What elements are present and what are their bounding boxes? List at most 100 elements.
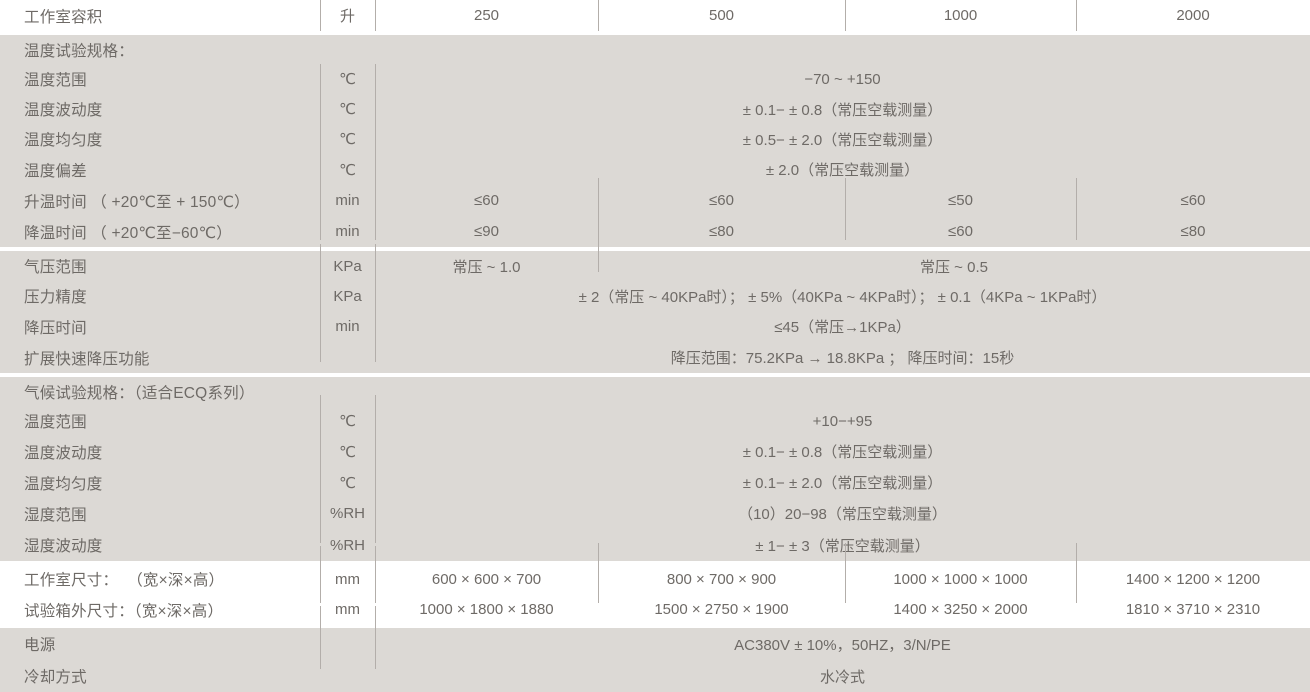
row-value-500: ≤60 [709,192,734,209]
table-row: 降温时间 （ +20℃至−60℃） min ≤90 ≤80 ≤60 ≤80 [0,216,1310,247]
row-value-500: ≤80 [709,223,734,240]
row-values: ± 2.0（常压空载测量） [375,154,1310,185]
row-label: 温度均匀度 [24,475,103,493]
row-unit: min [335,223,360,240]
table-row: 压力精度 KPa ± 2（常压 ~ 40KPa时）； ± 5%（40KPa ~ … [0,281,1310,311]
row-value-1000: 1000 × 1000 × 1000 [893,570,1028,588]
spacer-data [375,377,1310,406]
table-row: 温度波动度 ℃ ± 0.1− ± 0.8（常压空载测量） [0,436,1310,467]
row-value-250: ≤90 [474,223,499,240]
row-label: 工作室尺寸： （宽×深×高） [24,572,225,589]
table-row: 扩展快速降压功能 降压范围：75.2KPa → 18.8KPa ； 降压时间：1… [0,342,1310,373]
section-heading-temperature: 温度试验规格： [24,42,134,60]
spacer-data [375,35,1310,64]
row-unit: mm [335,601,360,618]
section-separator [0,373,1310,377]
row-values: ± 2（常压 ~ 40KPa时）； ± 5%（40KPa ~ 4KPa时）； ±… [375,281,1310,311]
row-label: 气压范围 [24,259,87,276]
capacity-250: 250 [473,7,500,24]
header-label-cell: 工作室容积 [24,8,103,26]
row-label: 温度波动度 [24,102,103,119]
row-value-1000: 1400 × 3250 × 2000 [893,601,1028,618]
row-values: −70 ~ +150 [375,64,1310,94]
row-value-merged: ± 0.1− ± 2.0（常压空载测量） [742,475,943,492]
row-values: 600 × 600 × 700 800 × 700 × 900 1000 × 1… [375,564,1310,594]
row-value-2000: ≤60 [1180,192,1206,209]
row-values: 常压 ~ 1.0 常压 ~ 0.5 [375,251,1310,281]
row-value-merged: ± 0.1− ± 0.8（常压空载测量） [742,101,943,119]
row-label: 电源 [24,637,56,654]
table-header-row: 工作室容积 升 250 500 1000 2000 [0,0,1310,31]
section-separator [0,31,1310,35]
row-value-merged: 降压范围：75.2KPa → 18.8KPa ； 降压时间：15秒 [670,350,1015,367]
row-value-1000: ≤50 [948,192,973,209]
table-row: 湿度波动度 %RH ± 1− ± 3（常压空载测量） [0,529,1310,561]
row-label: 降温时间 （ +20℃至−60℃） [24,224,232,242]
row-values: ≤60 ≤60 ≤50 ≤60 [375,185,1310,216]
row-value-merged: （10）20−98（常压空载测量） [738,506,947,523]
row-value-merged-rest: 常压 ~ 0.5 [920,258,988,276]
table-row: 温度范围 ℃ −70 ~ +150 [0,64,1310,94]
row-value-500: 800 × 700 × 900 [666,570,777,588]
row-label: 试验箱外尺寸：（宽×深×高） [24,602,224,620]
table-row: 温度波动度 ℃ ± 0.1− ± 0.8（常压空载测量） [0,94,1310,124]
table-row: 电源 AC380V ± 10%，50HZ，3/N/PE [0,628,1310,660]
row-unit: min [335,318,360,335]
row-label: 降压时间 [24,319,87,337]
row-unit: ℃ [339,101,356,118]
row-unit: %RH [329,505,365,522]
row-value-merged: ± 0.1− ± 0.8（常压空载测量） [742,444,943,461]
row-values: ± 0.1− ± 0.8（常压空载测量） [375,94,1310,124]
row-unit: ℃ [339,474,356,492]
row-unit: ℃ [339,413,356,430]
row-unit: ℃ [339,443,356,461]
table-row: 温度均匀度 ℃ ± 0.1− ± 2.0（常压空载测量） [0,467,1310,498]
section-separator [0,561,1310,564]
row-value-merged: +10−+95 [812,412,873,430]
header-capacity-cells: 250 500 1000 2000 [375,0,1310,31]
row-values: ± 0.5− ± 2.0（常压空载测量） [375,124,1310,154]
table-row: 冷却方式 水冷式 [0,660,1310,692]
table-row: 工作室尺寸： （宽×深×高） mm 600 × 600 × 700 800 × … [0,564,1310,594]
row-value-merged: ± 0.5− ± 2.0（常压空载测量） [742,131,943,149]
section-heading-temperature-row: 温度试验规格： [0,35,1310,64]
spacer-unit [320,35,375,64]
row-value-250: 1000 × 1800 × 1880 [419,601,554,618]
row-values: +10−+95 [375,406,1310,436]
row-unit: ℃ [339,131,356,148]
row-unit: ℃ [339,71,356,88]
row-label: 温度波动度 [24,444,103,462]
row-values: AC380V ± 10%，50HZ，3/N/PE [375,628,1310,660]
row-unit [320,628,375,660]
row-values: ± 0.1− ± 0.8（常压空载测量） [375,436,1310,467]
row-value-2000: 1400 × 1200 × 1200 [1125,570,1261,588]
row-label: 温度范围 [24,414,87,431]
row-label: 湿度波动度 [24,538,103,555]
row-unit: mm [335,570,360,588]
section-separator [0,247,1310,251]
row-unit: %RH [329,536,365,554]
row-value-merged: AC380V ± 10%，50HZ，3/N/PE [734,636,951,654]
row-label: 冷却方式 [24,669,87,686]
table-row: 降压时间 min ≤45（常压→1KPa） [0,311,1310,342]
row-values: ± 1− ± 3（常压空载测量） [375,529,1310,561]
row-value-merged: 水冷式 [819,668,865,686]
row-unit: KPa [333,287,362,305]
row-label: 压力精度 [24,289,87,306]
row-unit: ℃ [339,161,356,179]
row-unit: min [335,192,360,209]
row-value-merged: ± 1− ± 3（常压空载测量） [755,537,930,555]
row-unit [320,660,375,692]
row-values: 降压范围：75.2KPa → 18.8KPa ； 降压时间：15秒 [375,342,1310,373]
spacer-unit [320,377,375,406]
row-label: 温度范围 [24,72,87,89]
row-values: 水冷式 [375,660,1310,692]
capacity-500: 500 [708,7,735,24]
capacity-1000: 1000 [943,7,978,24]
row-value-merged: ≤45（常压→1KPa） [774,319,911,336]
table-row: 温度均匀度 ℃ ± 0.5− ± 2.0（常压空载测量） [0,124,1310,154]
row-values: ± 0.1− ± 2.0（常压空载测量） [375,467,1310,498]
row-values: （10）20−98（常压空载测量） [375,498,1310,529]
capacity-2000: 2000 [1176,7,1210,24]
table-row: 气压范围 KPa 常压 ~ 1.0 常压 ~ 0.5 [0,251,1310,281]
